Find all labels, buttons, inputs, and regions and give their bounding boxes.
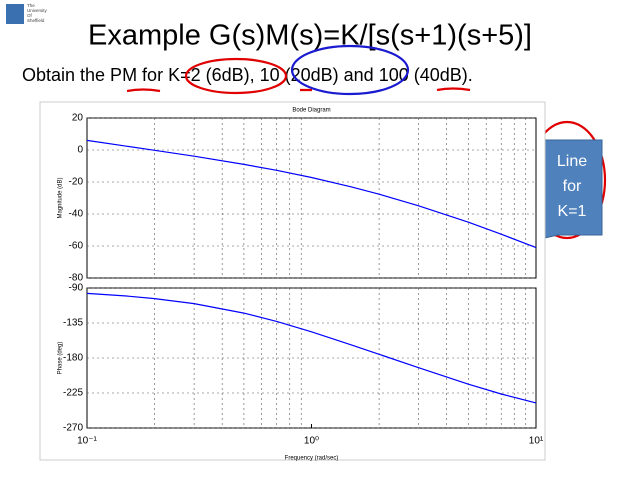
- annotation-underline: [126, 88, 161, 93]
- data-line: [86, 292, 537, 404]
- annotation-circle: [184, 57, 288, 95]
- data-line: [86, 139, 537, 249]
- slide-subtitle: Obtain the PM for K=2 (6dB), 10 (20dB) a…: [22, 65, 473, 85]
- y-axis-label: Magnitude (dB): [58, 177, 64, 218]
- y-axis-label: Phase (deg): [58, 342, 64, 375]
- y-tick-label: -270: [63, 423, 83, 434]
- logo-text: The: [27, 3, 35, 8]
- x-tick-label: 10⁻¹: [77, 436, 97, 447]
- callout: Line for K=1: [557, 153, 587, 220]
- annotation-underline: [300, 87, 471, 92]
- callout-text: for: [563, 178, 582, 195]
- slide-title: Example G(s)M(s)=K/[s(s+1)(s+5)]: [88, 20, 532, 52]
- plot-area: [86, 117, 537, 279]
- x-axis-label: Frequency (rad/sec): [285, 456, 339, 462]
- y-tick-label: -40: [69, 209, 84, 220]
- callout-text: Line: [557, 153, 587, 170]
- logo-text: Sheffield: [27, 18, 45, 23]
- plot-area: [86, 287, 537, 429]
- y-tick-label: 20: [72, 113, 84, 124]
- logo-text: Of: [27, 13, 33, 18]
- logo-crest: [6, 4, 24, 24]
- x-tick-label: 10⁰: [304, 436, 319, 447]
- y-tick-label: -135: [63, 318, 83, 329]
- annotation-circle: [290, 44, 410, 96]
- y-tick-label: -80: [69, 273, 84, 284]
- logo-text: University: [27, 8, 48, 13]
- x-tick-label: 10¹: [529, 436, 544, 447]
- y-tick-label: -90: [69, 283, 84, 294]
- callout-text: K=1: [558, 203, 587, 220]
- y-tick-label: -60: [69, 241, 84, 252]
- chart-title: Bode Diagram: [292, 108, 330, 114]
- y-tick-label: -20: [69, 177, 84, 188]
- y-tick-label: 0: [77, 145, 83, 156]
- y-tick-label: -180: [63, 353, 83, 364]
- y-tick-label: -225: [63, 388, 83, 399]
- logo: The University Of Sheffield: [27, 3, 48, 23]
